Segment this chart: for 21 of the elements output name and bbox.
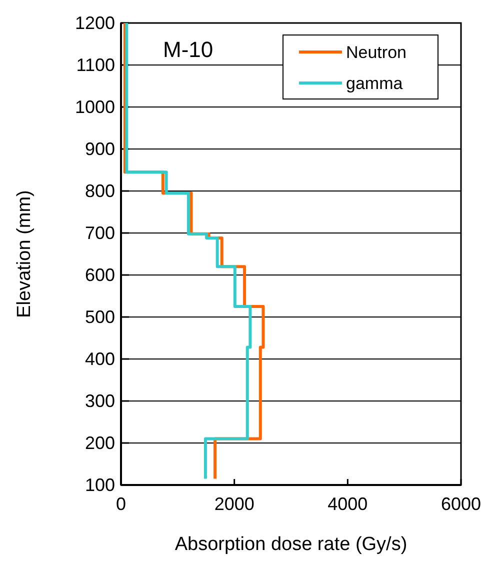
- text: M-10: [163, 37, 214, 62]
- y-tick-label: 1100: [76, 54, 115, 75]
- x-tick-label: 6000: [440, 494, 481, 514]
- y-tick-label: 500: [84, 306, 115, 327]
- x-tick-label: 2000: [214, 494, 254, 514]
- x-axis-title: Absorption dose rate (Gy/s): [174, 534, 408, 555]
- y-tick-label: 1000: [74, 96, 115, 117]
- legend-label: gamma: [346, 74, 404, 93]
- y-tick-label: 300: [84, 390, 115, 411]
- y-tick-label: 1200: [74, 12, 115, 33]
- y-tick-label: 100: [84, 474, 115, 495]
- y-tick-label: 400: [84, 348, 115, 369]
- x-tick-label: 0: [116, 494, 126, 514]
- y-tick-label: 800: [84, 180, 115, 201]
- y-tick-label: 200: [84, 432, 115, 453]
- x-tick-label: 4000: [328, 494, 368, 514]
- y-tick-label: 900: [84, 138, 115, 159]
- y-tick-label: 600: [84, 264, 115, 285]
- y-tick-label: 700: [84, 222, 115, 243]
- y-axis-title: Elevation (mm): [14, 190, 35, 318]
- legend-label: Neutron: [346, 43, 406, 62]
